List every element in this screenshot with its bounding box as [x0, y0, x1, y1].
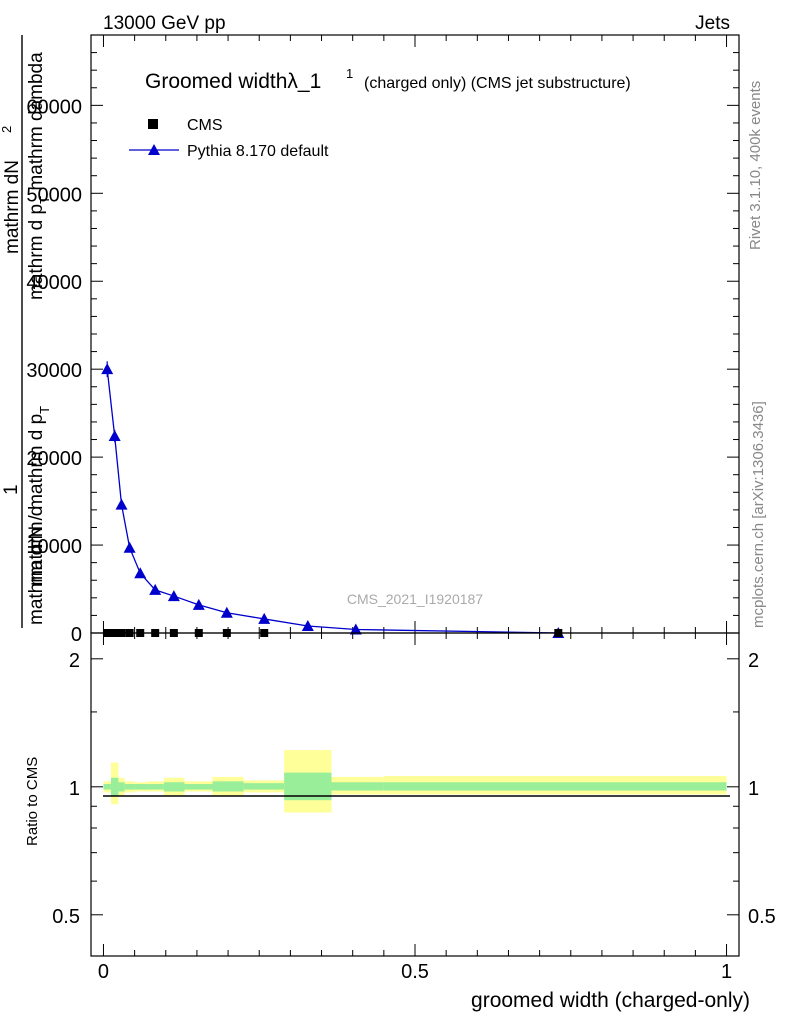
ylabel-left-b: mathrm d	[26, 506, 47, 586]
pythia-point	[301, 619, 314, 631]
chart-title-superscript: 1	[346, 66, 353, 81]
ylabel-left-a: mathrm d N / mathrm d p	[26, 414, 47, 625]
ratio-ytick-label-right: 1	[748, 778, 759, 800]
header-left: 13000 GeV pp	[103, 13, 226, 34]
ratio-inner-band	[331, 782, 384, 791]
pythia-point	[123, 541, 136, 553]
ylabel-fraction-num: 1	[1, 484, 22, 495]
ratio-panel: 0.512 0.512 0 0.5 1 Ratio to CMS groomed w…	[24, 632, 776, 1012]
ratio-inner-band	[147, 784, 164, 790]
ratio-ticks	[91, 633, 739, 956]
chart-title-main: Groomed width	[145, 70, 287, 93]
ratio-ytick-label-right: 2	[748, 650, 759, 672]
pythia-point	[192, 598, 205, 610]
ratio-xtick-label: 0.5	[401, 961, 429, 983]
legend: CMS Pythia 8.170 default	[129, 117, 329, 160]
main-ytick-labels: 0 10000 20000 30000 40000 50000 60000	[26, 96, 82, 646]
ratio-inner-band	[212, 781, 244, 792]
legend-pythia-marker	[148, 144, 160, 155]
pythia-point	[220, 606, 233, 618]
chart-title-suffix: (charged only) (CMS jet substructure)	[364, 75, 631, 92]
pythia-point	[134, 567, 147, 579]
main-ticks	[91, 34, 739, 634]
ratio-xtick-label: 0	[98, 961, 109, 983]
ylabel-left-sub: T	[37, 406, 52, 414]
ylabel-den-c: ambda	[26, 52, 47, 111]
legend-pythia-label: Pythia 8.170 default	[187, 143, 329, 160]
ylabel-den-b: mathrm d	[26, 110, 47, 196]
ratio-inner-band	[124, 784, 135, 790]
ratio-ytick-label: 0.5	[52, 906, 80, 928]
ylabel-den: mathrm d pT mathrm dambda	[26, 52, 52, 300]
ratio-ytick-label: 2	[69, 650, 80, 672]
pythia-point	[349, 623, 362, 635]
ratio-ylabel: Ratio to CMS	[24, 757, 41, 846]
chart-title-symbol: λ_1	[287, 70, 321, 93]
ratio-inner-band	[134, 784, 148, 790]
ratio-inner-band	[243, 783, 285, 790]
ratio-inner-band	[110, 777, 119, 797]
header-right: Jets	[695, 13, 730, 34]
analysis-watermark: CMS_2021_I1920187	[347, 591, 483, 607]
ratio-xtick-label: 1	[721, 961, 732, 983]
pythia-point	[167, 590, 180, 602]
pythia-point	[115, 498, 128, 510]
pythia-point	[108, 430, 121, 442]
ylabel-main-a: mathrm d	[2, 174, 23, 254]
ratio-inner-band	[184, 784, 213, 790]
pythia-point	[258, 612, 271, 624]
ylabel-left: mathrm d N / mathrm d pTmathrm d	[26, 406, 52, 625]
main-ytick-label: 40000	[26, 272, 82, 294]
main-ytick-label: 50000	[26, 184, 82, 206]
ylabel-main: mathrm dN	[2, 160, 23, 254]
mcplots-label: mcplots.cern.ch [arXiv:1306.3436]	[750, 401, 767, 628]
ratio-xlabel: groomed width (charged-only)	[471, 989, 750, 1012]
pythia-point	[101, 363, 114, 375]
ratio-inner-band	[103, 784, 111, 790]
ylabel-main-b: N	[2, 160, 23, 174]
ratio-frame	[90, 632, 740, 957]
pythia-series	[101, 361, 565, 638]
ratio-bands	[103, 750, 727, 813]
main-ytick-label: 30000	[26, 360, 82, 382]
rivet-label: Rivet 3.1.10, 400k events	[747, 81, 764, 250]
ratio-inner-band	[163, 782, 185, 792]
legend-cms-label: CMS	[187, 117, 223, 134]
main-ytick-label: 0	[71, 624, 82, 646]
ylabel-den-sub: T	[37, 196, 52, 204]
main-panel: 0 10000 20000 30000 40000 50000 60000 Groomed …	[26, 34, 740, 646]
ratio-inner-band	[383, 782, 727, 791]
main-ytick-label: 20000	[26, 448, 82, 470]
ratio-ytick-label-right: 0.5	[748, 906, 776, 928]
ratio-ytick-label: 1	[69, 778, 80, 800]
ylabel-sup: 2	[0, 126, 14, 133]
ratio-ytick-labels-right: 0.5 1 2	[748, 650, 776, 928]
ratio-ytick-labels-left: 0.5 1 2	[52, 650, 80, 928]
main-ytick-label: 60000	[26, 96, 82, 118]
ratio-inner-band	[118, 782, 125, 792]
ylabel-den-a: mathrm d p	[26, 204, 47, 300]
ratio-xtick-labels: 0 0.5 1	[98, 961, 732, 983]
pythia-point	[149, 583, 162, 595]
legend-cms-marker	[148, 119, 158, 129]
main-ytick-label: 10000	[26, 536, 82, 558]
chart-title: Groomed widthλ_1	[145, 70, 321, 93]
main-ylabel: 1 mathrm d N / mathrm d pTmathrm d mathr…	[0, 35, 52, 628]
